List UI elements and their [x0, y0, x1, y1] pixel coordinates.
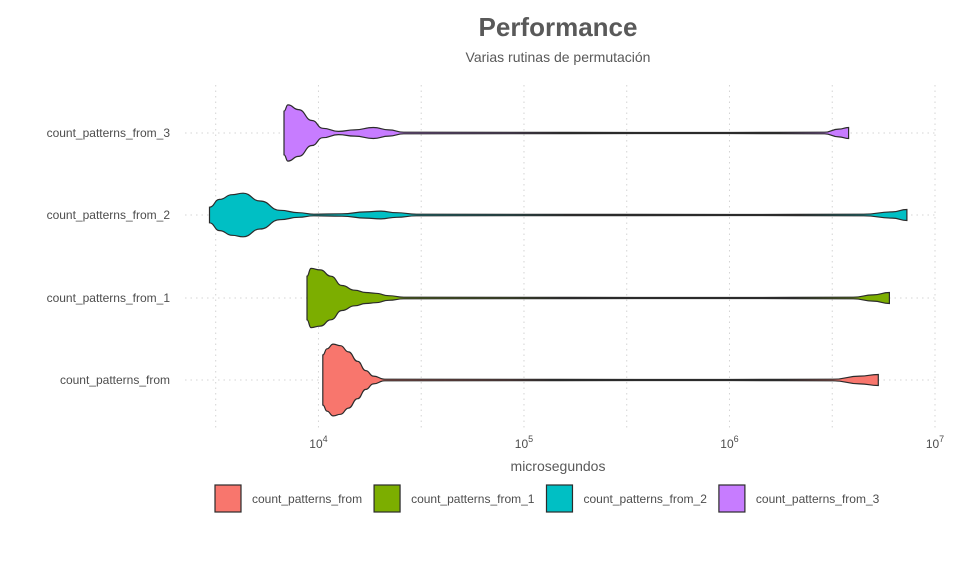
y-tick-label: count_patterns_from_3 [47, 126, 171, 140]
legend-swatch [718, 484, 746, 513]
legend-label: count_patterns_from [252, 492, 362, 506]
x-tick-label: 104 [309, 434, 327, 451]
violin-count-patterns-from-2 [208, 192, 908, 238]
violins [208, 104, 908, 417]
y-axis-labels: count_patterns_from count_patterns_from_1… [47, 126, 171, 387]
y-tick-label: count_patterns_from [60, 373, 170, 387]
chart-title: Performance [479, 12, 638, 42]
legend-label: count_patterns_from_3 [756, 492, 880, 506]
legend-swatch [545, 484, 574, 513]
violin-count-patterns-from-1 [306, 267, 890, 329]
legend-label: count_patterns_from_2 [583, 492, 707, 506]
y-tick-label: count_patterns_from_1 [47, 291, 171, 305]
legend-swatch [214, 484, 242, 513]
legend-swatch [373, 484, 401, 513]
x-axis-title: microsegundos [511, 458, 606, 474]
x-axis-ticks: 104 105 106 107 [309, 434, 944, 451]
violin-count-patterns-from-3 [283, 104, 850, 162]
x-tick-label: 105 [515, 434, 533, 451]
chart-subtitle: Varias rutinas de permutación [466, 49, 651, 65]
legend-item: count_patterns_from_2 [545, 484, 707, 513]
legend-item: count_patterns_from_3 [718, 484, 880, 513]
violin-count-patterns-from [322, 343, 879, 417]
legend: count_patterns_from count_patterns_from_1… [214, 484, 880, 513]
legend-label: count_patterns_from_1 [411, 492, 535, 506]
y-tick-label: count_patterns_from_2 [47, 208, 171, 222]
legend-item: count_patterns_from_1 [373, 484, 535, 513]
x-tick-label: 107 [926, 434, 944, 451]
legend-item: count_patterns_from [214, 484, 362, 513]
x-tick-label: 106 [720, 434, 738, 451]
